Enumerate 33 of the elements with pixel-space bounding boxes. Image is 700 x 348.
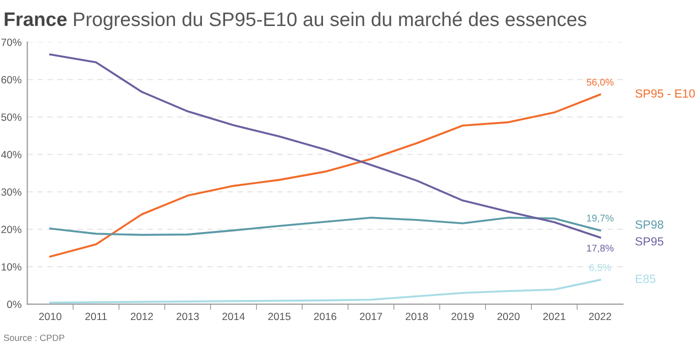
text: SP98 bbox=[635, 220, 664, 229]
x-tick-label: 2019 bbox=[452, 312, 474, 320]
x-tick-label: 2018 bbox=[406, 312, 428, 320]
data-label: 56,0% bbox=[586, 78, 614, 87]
data-label: 19,7% bbox=[587, 214, 614, 223]
y-tick-label: 70% bbox=[1, 38, 22, 46]
y-tick-label: 0% bbox=[7, 300, 22, 308]
data-label: 6,5% bbox=[590, 264, 611, 272]
x-tick-label: 2016 bbox=[314, 312, 336, 320]
y-tick-label: 10% bbox=[2, 263, 22, 271]
x-tick-label: 2022 bbox=[589, 312, 612, 320]
x-tick-label: 2020 bbox=[497, 312, 520, 320]
x-tick-label: 2012 bbox=[130, 312, 153, 320]
x-tick-label: 2021 bbox=[543, 312, 566, 320]
data-label: 17,8% bbox=[587, 244, 614, 253]
chart-subtitle: Progression du SP95-E10 au sein du marché des essences bbox=[74, 12, 586, 30]
y-tick-label: 40% bbox=[1, 150, 22, 158]
text: E85 bbox=[636, 274, 656, 283]
x-tick-label: 2017 bbox=[360, 312, 382, 320]
x-tick-label: 2014 bbox=[222, 312, 245, 320]
x-tick-label: 2013 bbox=[176, 312, 199, 320]
chart-title: France bbox=[4, 12, 67, 26]
y-tick-label: 30% bbox=[1, 188, 22, 196]
text: SP95 bbox=[635, 237, 664, 246]
x-tick-label: 2011 bbox=[85, 312, 107, 320]
y-tick-label: 50% bbox=[1, 113, 22, 121]
x-tick-label: 2015 bbox=[268, 312, 290, 320]
y-tick-label: 20% bbox=[1, 226, 22, 234]
x-tick-label: 2010 bbox=[39, 312, 62, 320]
y-tick-label: 60% bbox=[1, 76, 22, 84]
text: SP95 - E10 bbox=[635, 89, 695, 98]
source-note: Source : CPDP bbox=[4, 334, 64, 341]
line-series bbox=[49, 278, 602, 304]
